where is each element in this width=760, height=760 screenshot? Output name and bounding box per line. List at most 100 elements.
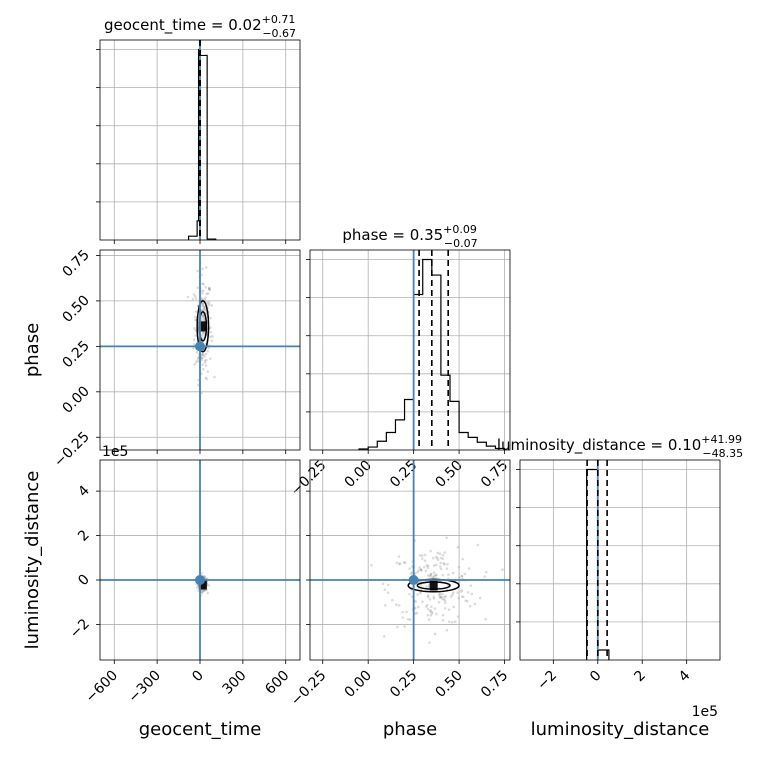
sample-point xyxy=(408,567,412,570)
density-core xyxy=(429,580,438,591)
sample-point xyxy=(196,286,199,290)
sample-point xyxy=(209,335,212,339)
sample-point xyxy=(423,559,427,563)
ytick-label: 0 xyxy=(75,572,93,590)
sample-point xyxy=(419,583,423,587)
sample-point xyxy=(425,585,428,588)
xlabel-luminosity_distance: luminosity_distance xyxy=(531,719,710,740)
sample-point xyxy=(442,562,446,565)
histogram-geocent_time xyxy=(187,48,217,240)
sample-point xyxy=(438,565,442,568)
panel-phase-vs-geocent_time: −0.25 0.00 0.25 0.50 0.75 xyxy=(51,247,301,471)
sample-point xyxy=(432,564,436,567)
sample-point xyxy=(211,335,214,338)
sample-point xyxy=(456,545,460,549)
sample-point xyxy=(202,304,206,308)
sample-point xyxy=(478,596,482,600)
xtick-label: 2 xyxy=(631,668,649,686)
sample-point xyxy=(194,318,197,322)
sample-point xyxy=(208,286,211,290)
axes-frame xyxy=(99,459,301,661)
xtick-label: −0.25 xyxy=(288,668,330,710)
sample-point xyxy=(201,353,205,357)
sample-point xyxy=(434,573,438,577)
sample-point xyxy=(213,375,216,379)
sample-point xyxy=(207,301,211,304)
sample-point xyxy=(433,632,437,636)
ytick-label: 2 xyxy=(75,527,93,545)
sample-point xyxy=(421,600,424,604)
sample-point xyxy=(201,314,205,317)
sample-point xyxy=(424,569,428,573)
sample-point xyxy=(206,349,209,353)
sample-point xyxy=(415,611,419,615)
sample-point xyxy=(417,605,420,609)
panel-geocent_time-hist: geocent_time = 0.02+0.71 −0.67 xyxy=(96,13,301,244)
sample-point xyxy=(395,603,398,606)
sample-point xyxy=(408,592,411,596)
sample-point xyxy=(418,554,422,557)
sample-point xyxy=(201,302,204,306)
sample-point xyxy=(446,563,449,566)
sample-point xyxy=(205,377,209,381)
axes-frame xyxy=(519,459,721,661)
sample-point xyxy=(428,574,432,578)
sample-point xyxy=(210,339,214,343)
sample-point xyxy=(402,561,406,564)
sample-point xyxy=(426,607,430,611)
sample-point xyxy=(445,567,449,570)
sample-point xyxy=(202,331,206,334)
sample-point xyxy=(413,612,417,615)
sample-point xyxy=(442,598,446,601)
sample-point xyxy=(431,556,435,560)
ytick-label: −0.25 xyxy=(51,429,93,471)
xtick-label: 0.50 xyxy=(433,458,466,491)
sample-point xyxy=(194,315,197,319)
sample-point xyxy=(194,297,198,300)
sample-point xyxy=(456,615,460,618)
sample-point xyxy=(195,350,199,354)
sample-point xyxy=(443,607,447,610)
sample-point xyxy=(470,592,473,596)
sample-point xyxy=(202,315,205,318)
sample-point xyxy=(202,589,206,592)
sample-point xyxy=(196,269,200,273)
sample-point xyxy=(420,554,424,557)
sample-point xyxy=(426,613,430,617)
sample-point xyxy=(439,567,443,571)
sample-point xyxy=(194,328,197,332)
sample-point xyxy=(195,586,199,589)
sample-point xyxy=(395,561,399,564)
sample-point xyxy=(443,599,447,602)
xtick-label: 0.50 xyxy=(433,668,466,701)
sample-point xyxy=(444,601,447,605)
sample-point xyxy=(201,303,205,306)
sample-point xyxy=(205,292,208,296)
sample-point xyxy=(204,308,207,312)
sample-point xyxy=(401,616,405,619)
sample-point xyxy=(186,295,190,299)
sample-point xyxy=(460,590,463,593)
sample-point xyxy=(382,635,386,638)
xtick-label: −300 xyxy=(125,668,164,707)
sample-point xyxy=(425,603,429,607)
sample-point xyxy=(410,571,414,574)
sample-point xyxy=(441,613,445,617)
sample-point xyxy=(193,326,196,330)
sample-point xyxy=(424,605,428,608)
sample-point xyxy=(194,310,198,313)
sample-point xyxy=(204,285,207,289)
sample-point xyxy=(194,334,198,338)
sample-point xyxy=(386,583,390,587)
xtick-label: 600 xyxy=(262,668,292,698)
sample-point xyxy=(432,595,436,599)
sample-point xyxy=(202,353,205,356)
sample-point xyxy=(191,297,195,301)
ytick-label: 0.00 xyxy=(59,383,92,416)
sample-point xyxy=(432,597,436,600)
sample-point xyxy=(461,557,465,561)
sample-point xyxy=(201,301,204,305)
sample-point xyxy=(438,592,442,596)
ytick-label: 0.75 xyxy=(59,247,92,280)
sample-point xyxy=(438,552,442,556)
